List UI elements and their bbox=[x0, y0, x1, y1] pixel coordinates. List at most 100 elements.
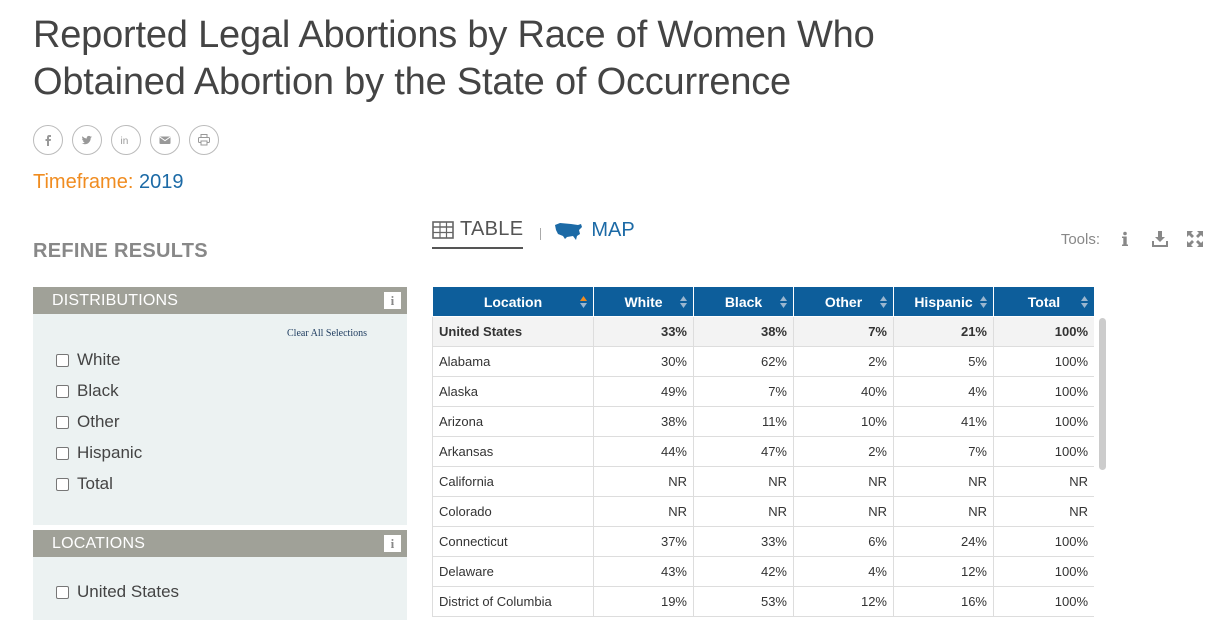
checkbox[interactable] bbox=[56, 585, 69, 599]
value-cell: 100% bbox=[993, 316, 1094, 347]
value-cell: 16% bbox=[893, 586, 994, 617]
table-row: California NR NR NR NR NR bbox=[432, 466, 1094, 497]
info-icon[interactable]: i bbox=[384, 292, 401, 309]
value-cell: 7% bbox=[793, 316, 894, 347]
column-header-location[interactable]: Location bbox=[432, 286, 594, 317]
tab-map[interactable]: MAP bbox=[554, 219, 635, 248]
table-icon bbox=[432, 220, 454, 239]
value-cell: NR bbox=[793, 466, 894, 497]
value-cell: NR bbox=[593, 496, 694, 527]
timeframe-value[interactable]: 2019 bbox=[138, 171, 184, 193]
option-label: Hispanic bbox=[77, 443, 143, 462]
location-cell: United States bbox=[432, 316, 594, 347]
location-cell: Alaska bbox=[432, 376, 594, 407]
view-separator bbox=[540, 227, 542, 240]
option-label: Total bbox=[77, 474, 113, 493]
tab-map-label: MAP bbox=[591, 219, 635, 241]
view-switcher: TABLE MAP bbox=[432, 218, 635, 249]
value-cell: 42% bbox=[693, 556, 794, 587]
value-cell: 40% bbox=[793, 376, 894, 407]
value-cell: 12% bbox=[893, 556, 994, 587]
table-header-row: Location White Black Other Hispanic Total bbox=[432, 286, 1094, 317]
svg-text:in: in bbox=[121, 136, 129, 147]
checkbox[interactable] bbox=[56, 415, 69, 429]
download-icon[interactable] bbox=[1150, 229, 1170, 249]
option-label: White bbox=[77, 350, 121, 369]
value-cell: 7% bbox=[893, 436, 994, 467]
option-black[interactable]: Black bbox=[56, 381, 119, 401]
value-cell: 37% bbox=[593, 526, 694, 557]
column-header-total[interactable]: Total bbox=[993, 286, 1094, 317]
option-white[interactable]: White bbox=[56, 350, 120, 370]
option-label: Other bbox=[77, 412, 120, 431]
value-cell: NR bbox=[893, 496, 994, 527]
value-cell: NR bbox=[793, 496, 894, 527]
clear-all-selections-link[interactable]: Clear All Selections bbox=[287, 328, 367, 339]
table-row: Arkansas 44% 47% 2% 7% 100% bbox=[432, 436, 1094, 467]
data-table: Location White Black Other Hispanic Total Uni… bbox=[432, 286, 1094, 617]
value-cell: 4% bbox=[893, 376, 994, 407]
location-cell: Alabama bbox=[432, 346, 594, 377]
checkbox[interactable] bbox=[56, 384, 69, 398]
checkbox[interactable] bbox=[56, 446, 69, 460]
option-united-states[interactable]: United States bbox=[56, 582, 179, 602]
sort-icon[interactable] bbox=[880, 295, 887, 309]
value-cell: 100% bbox=[993, 586, 1094, 617]
column-header-other[interactable]: Other bbox=[793, 286, 894, 317]
table-row: Alabama 30% 62% 2% 5% 100% bbox=[432, 346, 1094, 377]
option-total[interactable]: Total bbox=[56, 474, 113, 494]
tools-label: Tools: bbox=[1060, 230, 1100, 248]
sort-icon[interactable] bbox=[980, 295, 987, 309]
table-row: District of Columbia 19% 53% 12% 16% 100% bbox=[432, 586, 1094, 617]
value-cell: 43% bbox=[593, 556, 694, 587]
checkbox[interactable] bbox=[56, 353, 69, 367]
option-other[interactable]: Other bbox=[56, 412, 120, 432]
twitter-icon[interactable] bbox=[72, 125, 102, 155]
sort-icon[interactable] bbox=[1081, 295, 1088, 309]
sort-icon[interactable] bbox=[580, 295, 587, 309]
table-scrollbar[interactable] bbox=[1099, 318, 1106, 470]
timeframe: Timeframe: 2019 bbox=[33, 171, 183, 194]
value-cell: 30% bbox=[593, 346, 694, 377]
column-header-hispanic[interactable]: Hispanic bbox=[893, 286, 994, 317]
print-icon[interactable] bbox=[189, 125, 219, 155]
checkbox[interactable] bbox=[56, 477, 69, 491]
table-row: Delaware 43% 42% 4% 12% 100% bbox=[432, 556, 1094, 587]
value-cell: 21% bbox=[893, 316, 994, 347]
info-icon[interactable]: i bbox=[384, 535, 401, 552]
sort-icon[interactable] bbox=[680, 295, 687, 309]
linkedin-icon[interactable]: in bbox=[111, 125, 141, 155]
refine-results-title: REFINE RESULTS bbox=[33, 240, 208, 262]
tab-table[interactable]: TABLE bbox=[432, 218, 524, 249]
option-label: Black bbox=[77, 381, 119, 400]
facebook-icon[interactable] bbox=[33, 125, 63, 155]
value-cell: 11% bbox=[693, 406, 794, 437]
value-cell: 7% bbox=[693, 376, 794, 407]
option-hispanic[interactable]: Hispanic bbox=[56, 443, 142, 463]
table-row: Colorado NR NR NR NR NR bbox=[432, 496, 1094, 527]
column-header-label: Total bbox=[1027, 293, 1061, 310]
sort-icon[interactable] bbox=[780, 295, 787, 309]
location-cell: Colorado bbox=[432, 496, 594, 527]
value-cell: 47% bbox=[693, 436, 794, 467]
us-map-icon bbox=[555, 222, 583, 240]
option-label: United States bbox=[77, 582, 180, 601]
distributions-header[interactable]: DISTRIBUTIONS i bbox=[33, 287, 407, 314]
location-cell: California bbox=[432, 466, 594, 497]
info-icon[interactable] bbox=[1115, 229, 1135, 249]
locations-header[interactable]: LOCATIONS i bbox=[33, 530, 407, 557]
column-header-white[interactable]: White bbox=[593, 286, 694, 317]
column-header-black[interactable]: Black bbox=[693, 286, 794, 317]
fullscreen-icon[interactable] bbox=[1185, 229, 1205, 249]
value-cell: 38% bbox=[593, 406, 694, 437]
value-cell: 24% bbox=[893, 526, 994, 557]
email-icon[interactable] bbox=[150, 125, 180, 155]
share-bar: in bbox=[33, 125, 219, 155]
table-row: United States 33% 38% 7% 21% 100% bbox=[432, 316, 1094, 347]
value-cell: NR bbox=[693, 466, 794, 497]
location-cell: Delaware bbox=[432, 556, 594, 587]
value-cell: 33% bbox=[693, 526, 794, 557]
value-cell: NR bbox=[593, 466, 694, 497]
value-cell: 5% bbox=[893, 346, 994, 377]
value-cell: 38% bbox=[693, 316, 794, 347]
